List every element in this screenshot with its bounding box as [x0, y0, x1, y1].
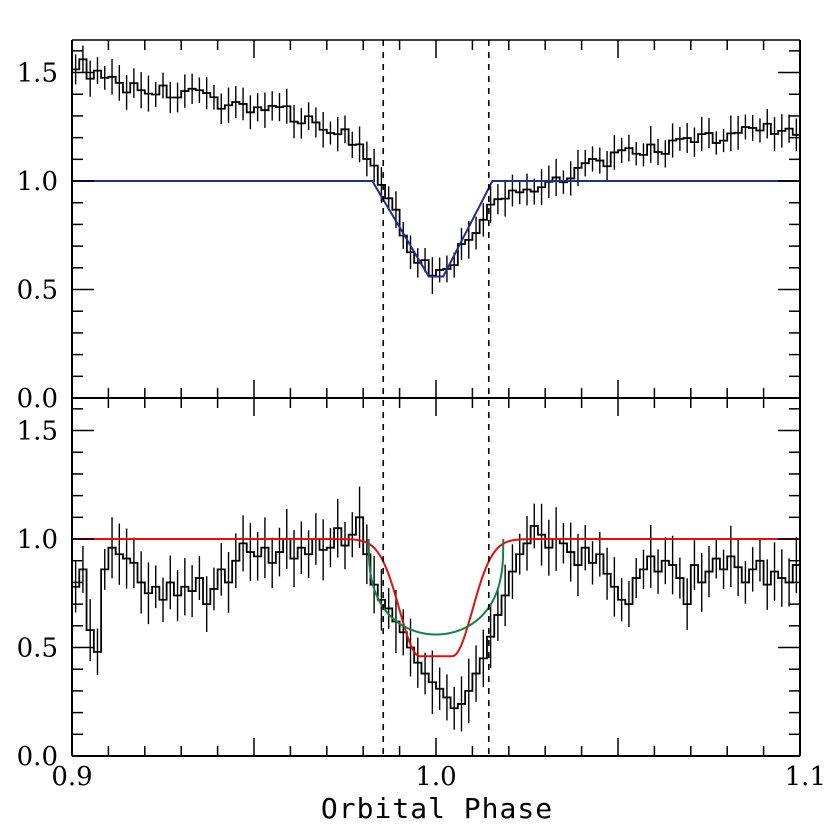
- bottom-histogram-line: [72, 516, 800, 710]
- top-y-tick-label: 0.0: [17, 384, 58, 414]
- top-panel-data-series: [72, 45, 800, 295]
- tick-labels: 0.00.51.01.50.00.51.01.50.9 1.0 1.1: [17, 59, 826, 792]
- bottom-y-tick-label: 0.0: [17, 742, 58, 772]
- bottom-panel-frame: [71, 398, 801, 757]
- top-panel-model-curves: [72, 180, 800, 278]
- bottom-panel-data-series: [72, 486, 800, 732]
- top-histogram-line: [72, 58, 800, 277]
- top-y-tick-label: 1.0: [17, 167, 58, 197]
- top-y-tick-label: 0.5: [17, 276, 58, 306]
- x-tick-label: 1.0: [415, 762, 456, 792]
- top-panel: [71, 39, 801, 399]
- top-model-curve-1: [72, 180, 800, 278]
- bottom-model-curve-2: [367, 539, 505, 636]
- bottom-y-tick-label: 1.0: [17, 525, 58, 555]
- bottom-panel-model-curves: [72, 538, 800, 658]
- x-axis-title: Orbital Phase: [321, 792, 553, 825]
- bottom-model-curve-1: [72, 538, 800, 658]
- x-tick-label: 0.9: [51, 762, 92, 792]
- top-y-tick-label: 1.5: [17, 59, 58, 89]
- x-tick-label: 1.1: [785, 762, 826, 792]
- top-panel-frame: [71, 39, 801, 399]
- bottom-y-tick-label: 1.5: [17, 417, 58, 447]
- bottom-y-tick-label: 0.5: [17, 634, 58, 664]
- bottom-panel: [71, 398, 801, 757]
